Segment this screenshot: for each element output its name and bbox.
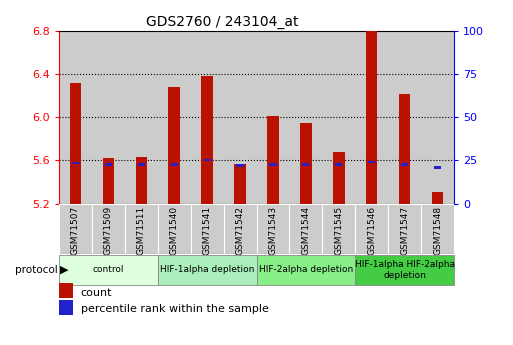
Text: HIF-1alpha HIF-2alpha
depletion: HIF-1alpha HIF-2alpha depletion xyxy=(354,260,455,280)
Bar xyxy=(191,204,224,254)
Bar xyxy=(401,163,408,166)
Text: GSM71509: GSM71509 xyxy=(104,206,113,255)
Bar xyxy=(267,116,279,204)
Bar xyxy=(234,164,246,204)
Bar xyxy=(355,31,388,204)
Bar xyxy=(355,204,388,254)
Bar xyxy=(137,163,145,166)
Text: GSM71544: GSM71544 xyxy=(301,206,310,255)
Bar xyxy=(224,204,256,254)
Bar xyxy=(335,164,342,166)
Bar xyxy=(300,123,311,204)
Bar xyxy=(70,83,81,204)
Bar xyxy=(158,204,191,254)
Bar xyxy=(92,31,125,204)
Bar xyxy=(388,204,421,254)
Bar xyxy=(125,31,157,204)
Bar xyxy=(157,31,191,204)
Bar xyxy=(355,255,454,285)
Bar xyxy=(92,204,125,254)
Text: protocol: protocol xyxy=(15,265,58,275)
Text: GDS2760 / 243104_at: GDS2760 / 243104_at xyxy=(146,14,299,29)
Text: GSM71542: GSM71542 xyxy=(235,206,245,255)
Bar xyxy=(191,31,224,204)
Bar xyxy=(269,163,277,166)
Text: HIF-2alpha depletion: HIF-2alpha depletion xyxy=(259,265,353,275)
Bar xyxy=(158,255,256,285)
Text: percentile rank within the sample: percentile rank within the sample xyxy=(81,304,269,314)
Text: HIF-1alpha depletion: HIF-1alpha depletion xyxy=(160,265,254,275)
Text: GSM71547: GSM71547 xyxy=(400,206,409,255)
Bar xyxy=(399,93,410,204)
Text: GSM71540: GSM71540 xyxy=(170,206,179,255)
Bar xyxy=(432,192,443,204)
Bar xyxy=(72,162,79,165)
Bar xyxy=(202,76,213,204)
Bar xyxy=(256,31,289,204)
Text: GSM71546: GSM71546 xyxy=(367,206,376,255)
Bar xyxy=(224,31,256,204)
Bar xyxy=(59,284,73,298)
Bar xyxy=(302,163,309,166)
Bar xyxy=(236,164,244,167)
Bar xyxy=(366,31,378,204)
Bar xyxy=(256,255,355,285)
Bar xyxy=(59,255,158,285)
Bar xyxy=(421,204,454,254)
Bar xyxy=(59,204,92,254)
Bar xyxy=(333,152,345,204)
Text: ▶: ▶ xyxy=(60,265,69,275)
Bar xyxy=(125,204,158,254)
Text: GSM71543: GSM71543 xyxy=(268,206,278,255)
Text: GSM71507: GSM71507 xyxy=(71,206,80,255)
Bar xyxy=(59,31,92,204)
Bar xyxy=(168,87,180,204)
Bar xyxy=(171,164,178,166)
Bar xyxy=(59,300,73,315)
Text: GSM71545: GSM71545 xyxy=(334,206,343,255)
Bar xyxy=(135,157,147,204)
Text: GSM71511: GSM71511 xyxy=(137,206,146,255)
Bar xyxy=(204,159,211,161)
Bar xyxy=(434,166,441,169)
Bar xyxy=(289,31,322,204)
Bar xyxy=(289,204,322,254)
Bar xyxy=(421,31,454,204)
Bar xyxy=(368,161,376,164)
Text: GSM71548: GSM71548 xyxy=(433,206,442,255)
Bar xyxy=(322,204,355,254)
Text: count: count xyxy=(81,288,112,298)
Text: control: control xyxy=(93,265,124,275)
Bar xyxy=(103,158,114,204)
Bar xyxy=(322,31,355,204)
Bar xyxy=(105,163,112,166)
Text: GSM71541: GSM71541 xyxy=(203,206,212,255)
Bar xyxy=(388,31,421,204)
Bar xyxy=(256,204,289,254)
